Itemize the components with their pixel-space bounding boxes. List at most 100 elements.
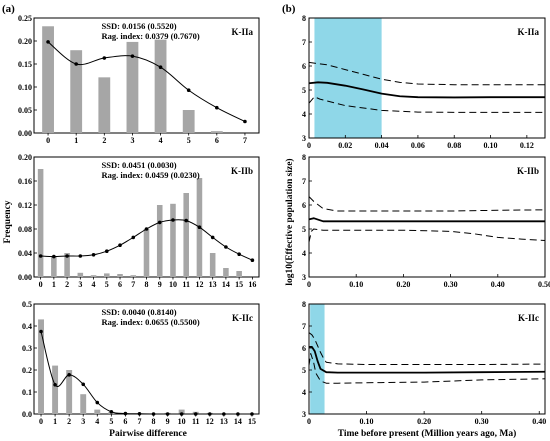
ssd-stat: SSD: 0.0040 (0.8140) [102,307,177,317]
expected-point [165,412,170,416]
observed-bar [178,409,185,414]
expected-point [207,412,212,416]
y-tick-label: 0.0 [22,410,32,419]
y-tick-label: 4 [302,249,306,258]
pairwise-difference-axis-label: Pairwise difference [109,429,187,439]
expected-point [215,105,219,110]
rag-index-stat: Rag. index: 0.0459 (0.0230) [102,170,200,180]
x-tick-label: 0.10 [484,141,498,150]
y-tick-label: 0.1 [22,388,32,397]
plot-frame [308,303,546,415]
observed-bar [210,131,223,133]
expected-point [243,119,247,124]
expected-point [222,412,226,416]
y-tick-label: 0.10 [18,83,32,92]
upper-hpd-line [308,332,546,365]
observed-bar [170,203,176,277]
observed-bar [70,50,83,134]
x-tick-label: 5 [187,136,191,145]
x-tick-label: 0 [39,417,43,426]
observed-bar [154,39,167,134]
x-tick-label: 9 [166,417,170,426]
lineage-label: K-IIc [232,313,253,323]
panel-a2: 0.000.040.080.120.160.200 1 2 3 4 5 6 7 8 9 10 11 12… [18,153,260,289]
y-tick-label: 0.20 [18,37,32,46]
observed-bar [236,271,242,277]
y-tick-label: 0.5 [22,300,32,309]
observed-bar [94,409,101,414]
x-tick-label: 14 [222,280,230,289]
x-tick-label: 15 [248,417,256,426]
x-tick-label: 8 [145,280,149,289]
x-tick-label: 0.06 [411,141,425,150]
frequency-axis-label: Frequency [3,200,13,243]
expected-point [186,88,191,93]
expected-point [237,252,241,256]
rag-index-stat: Rag. index: 0.0379 (0.7670) [102,31,200,41]
x-tick-label: 9 [158,280,162,289]
y-tick-label: 7 [302,38,306,47]
x-tick-label: 3 [130,136,134,145]
x-tick-label: 7 [243,136,247,145]
observed-bar [143,229,150,277]
observed-bar [156,205,163,277]
lgm-shade [314,18,382,138]
panel-a3: 0.00.10.20.30.40.50 1 2 3 4 5 6 7 8 9 10 11 12 13 14 15… [22,300,260,426]
observed-bar [183,193,189,277]
lower-hpd-line [308,353,546,384]
observed-bar [209,253,216,277]
panel-b1: 3 4 5 6 7 8 0 0.02 0.04 0.06 0.08 0.10 0.12 K-IIa [302,14,546,150]
observed-bar [80,394,87,414]
y-tick-label: 0.4 [22,322,32,331]
lineage-label: K-IIb [517,166,539,176]
expected-point [236,412,240,416]
median-ne-line [309,346,546,374]
expected-point [91,253,96,257]
x-tick-label: 2 [65,280,69,289]
y-tick-label: 6 [302,344,306,353]
x-tick-label: 0.20 [396,280,410,289]
expected-point [38,254,43,258]
observed-bar [77,272,84,277]
expected-point [53,382,57,387]
expected-point [144,227,149,231]
expected-point [81,382,86,387]
observed-bar [98,77,111,133]
x-tick-label: 7 [137,417,141,426]
x-tick-label: 4 [95,417,99,426]
x-tick-label: 4 [159,136,163,145]
observed-bar [182,110,195,133]
ssd-stat: SSD: 0.0451 (0.0030) [102,160,177,170]
y-tick-label: 7 [302,322,306,331]
y-tick-label: 6 [302,62,306,71]
x-tick-label: 0.04 [375,141,389,150]
y-tick-label: 0.20 [18,153,32,162]
x-tick-label: 5 [109,417,113,426]
y-tick-label: 0.05 [18,106,32,115]
y-tick-label: 0.25 [18,14,32,23]
x-tick-label: 13 [220,417,228,426]
expected-point [109,410,114,414]
x-tick-label: 8 [152,417,156,426]
observed-bar [51,256,57,277]
lineage-label: K-IIa [231,27,253,37]
y-tick-label: 0.08 [18,225,32,234]
x-tick-label: 2 [67,417,71,426]
plot-frame [308,17,546,139]
expected-point [184,218,189,223]
x-tick-label: 0.08 [447,141,461,150]
expected-point [179,412,184,416]
expected-point [151,412,156,416]
x-tick-label: 11 [182,280,190,289]
expected-point [197,225,202,229]
x-tick-label: 14 [234,417,242,426]
y-tick-label: 0.16 [18,177,32,186]
expected-point [95,400,100,405]
x-tick-label: 4 [92,280,96,289]
panel-b2: 3 4 5 6 7 8 0 0.10 0.20 0.30 0.40 0.50 K-IIb [302,153,550,289]
panel-label-a: (a) [2,3,15,15]
expected-point [210,235,215,240]
y-tick-label: 8 [302,153,306,162]
x-tick-label: 10 [178,417,186,426]
